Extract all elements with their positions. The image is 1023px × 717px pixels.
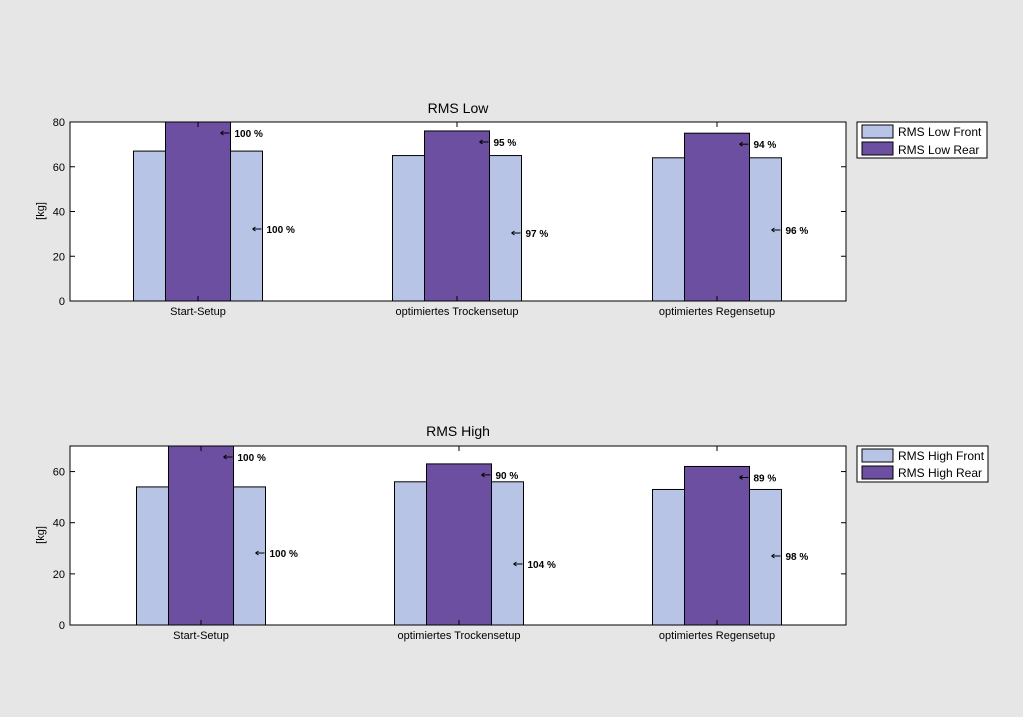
bar-annotations: 100 % 100 % 95 % 97 % 94 % 96 %	[220, 129, 809, 240]
legend-label-front: RMS Low Front	[898, 125, 982, 139]
annotation-arrowhead	[513, 561, 517, 567]
annotation-arrowhead	[223, 454, 227, 460]
bar-rear	[426, 463, 492, 626]
legend-label-rear: RMS High Rear	[898, 466, 982, 480]
x-tick-label: optimiertes Trockensetup	[396, 306, 519, 318]
annotation-label: 100 %	[267, 225, 295, 236]
legend[interactable]: RMS Low Front RMS Low Rear	[856, 121, 988, 159]
annotation-arrowhead	[479, 139, 483, 145]
bars	[136, 445, 782, 626]
annotation-rear: 90 %	[481, 471, 519, 482]
bar-rear	[165, 121, 231, 302]
y-tick-label: 40	[53, 207, 65, 219]
chart-rms-high: 0 20 40 60 Start-Setup optimiertes Trockense…	[35, 423, 989, 642]
annotation-front: 100 %	[255, 549, 298, 560]
bar-rear	[424, 130, 490, 302]
y-tick-label: 0	[59, 296, 65, 308]
annotation-arrowhead	[255, 550, 259, 556]
bar-annotations: 100 % 100 % 90 % 104 % 89 % 98 %	[223, 453, 809, 571]
x-tick-labels: Start-Setup optimiertes Trockensetup optim…	[173, 446, 775, 642]
annotation-front: 96 %	[771, 226, 809, 237]
y-ticks: 0 20 40 60	[53, 467, 846, 632]
legend-swatch-rear	[861, 141, 894, 156]
annotation-arrowhead	[771, 553, 775, 559]
annotation-arrowhead	[739, 141, 743, 147]
legend-label-front: RMS High Front	[898, 449, 985, 463]
legend-swatch-front	[861, 124, 894, 139]
x-tick-labels: Start-Setup optimiertes Trockensetup optim…	[170, 122, 775, 318]
y-axis-label: [kg]	[35, 526, 47, 544]
chart-rms-low: 0 20 40 60 80 Start-Setup optimiertes Trocken…	[35, 100, 988, 318]
y-tick-label: 40	[53, 518, 65, 530]
legend-swatch-front	[861, 448, 894, 463]
legend-label-rear: RMS Low Rear	[898, 143, 979, 157]
annotation-arrowhead	[252, 226, 256, 232]
annotation-label: 100 %	[270, 549, 298, 560]
annotation-label: 96 %	[786, 226, 809, 237]
annotation-front: 97 %	[511, 229, 549, 240]
annotation-label: 100 %	[238, 453, 266, 464]
y-tick-label: 20	[53, 569, 65, 581]
legend-swatch-rear	[861, 465, 894, 480]
annotation-arrowhead	[771, 227, 775, 233]
y-tick-label: 20	[53, 251, 65, 263]
annotation-rear: 94 %	[739, 140, 777, 151]
y-axis-label: [kg]	[35, 202, 47, 220]
bar-rear	[684, 132, 750, 302]
annotation-label: 90 %	[496, 471, 519, 482]
x-tick-label: optimiertes Regensetup	[659, 306, 775, 318]
annotation-arrowhead	[220, 130, 224, 136]
annotation-label: 89 %	[754, 473, 777, 484]
x-tick-label: optimiertes Trockensetup	[398, 630, 521, 642]
bar-rear	[168, 445, 234, 626]
legend[interactable]: RMS High Front RMS High Rear	[856, 445, 989, 483]
y-tick-label: 80	[53, 117, 65, 129]
annotation-label: 104 %	[528, 560, 556, 571]
annotation-rear: 89 %	[739, 473, 777, 484]
x-tick-label: Start-Setup	[173, 630, 229, 642]
bar-rear	[684, 465, 750, 626]
annotation-label: 97 %	[526, 229, 549, 240]
y-tick-label: 60	[53, 162, 65, 174]
y-tick-label: 0	[59, 620, 65, 632]
annotation-arrowhead	[511, 230, 515, 236]
annotation-arrowhead	[739, 475, 743, 480]
annotation-label: 100 %	[235, 129, 263, 140]
annotation-label: 94 %	[754, 140, 777, 151]
annotation-rear: 100 %	[220, 129, 263, 140]
y-ticks: 0 20 40 60 80	[53, 117, 846, 308]
annotation-front: 98 %	[771, 552, 809, 563]
chart-title: RMS Low	[428, 100, 490, 116]
chart-title: RMS High	[426, 423, 490, 439]
annotation-label: 95 %	[494, 138, 517, 149]
y-tick-label: 60	[53, 467, 65, 479]
annotation-front: 100 %	[252, 225, 295, 236]
annotation-rear: 95 %	[479, 138, 517, 149]
annotation-rear: 100 %	[223, 453, 266, 464]
x-tick-label: Start-Setup	[170, 306, 226, 318]
annotation-arrowhead	[481, 472, 485, 478]
annotation-label: 98 %	[786, 552, 809, 563]
annotation-front: 104 %	[513, 560, 556, 571]
x-tick-label: optimiertes Regensetup	[659, 630, 775, 642]
bars	[133, 121, 782, 302]
